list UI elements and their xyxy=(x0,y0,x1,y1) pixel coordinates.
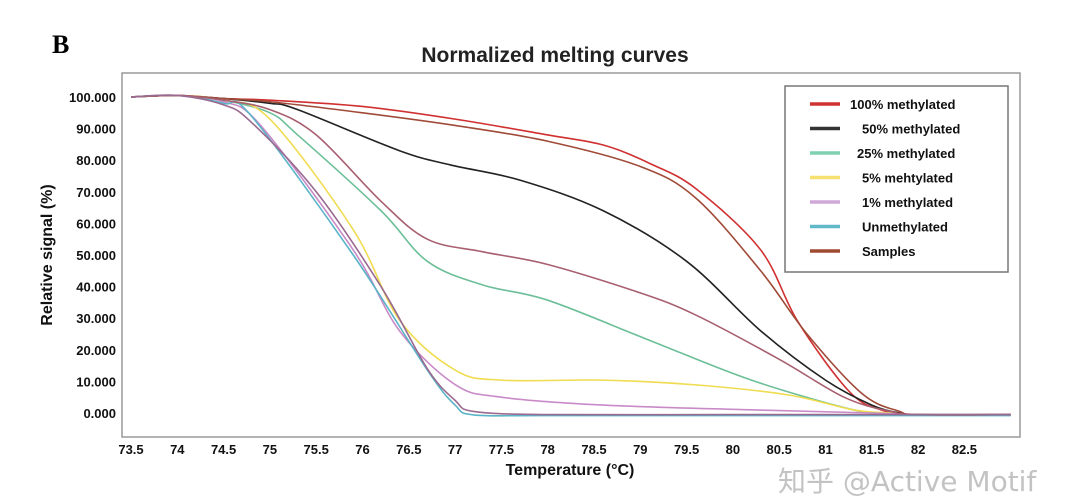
curve-unmethylated xyxy=(130,94,1011,417)
x-tick-label: 75.5 xyxy=(304,442,329,457)
plot-frame xyxy=(121,72,1021,438)
y-tick-label: 50.000 xyxy=(76,248,116,263)
x-tick-label: 80 xyxy=(726,442,740,457)
x-tick-label: 77 xyxy=(448,442,462,457)
legend-label: 100% methylated xyxy=(850,97,956,112)
legend: 100% methylated 50% methylated 25% methyla… xyxy=(784,85,1009,273)
legend-label: Samples xyxy=(862,244,915,259)
y-tick-label: 30.000 xyxy=(76,311,116,326)
y-tick-label: 10.000 xyxy=(76,374,116,389)
curve-100-methylated xyxy=(130,94,1011,416)
chart-title: Normalized melting curves xyxy=(421,44,688,67)
y-tick-label: 100.000 xyxy=(69,90,116,105)
y-axis-label: Relative signal (%) xyxy=(39,184,56,325)
x-axis-label: Temperature (°C) xyxy=(506,462,635,479)
panel-label: B xyxy=(52,30,70,59)
y-tick-label: 90.000 xyxy=(76,122,116,137)
x-tick-label: 79.5 xyxy=(674,442,699,457)
x-tick-label: 79 xyxy=(633,442,647,457)
x-tick-label: 82 xyxy=(911,442,925,457)
curve-sample-7 xyxy=(130,94,1011,416)
curve-samples xyxy=(130,94,1011,416)
y-tick-label: 0.000 xyxy=(83,406,116,421)
x-tick-label: 80.5 xyxy=(767,442,792,457)
x-tick-label: 75 xyxy=(263,442,277,457)
x-tick-label: 73.5 xyxy=(118,442,143,457)
legend-label: 50% methylated xyxy=(862,122,960,137)
x-tick-label: 78.5 xyxy=(581,442,606,457)
y-tick-label: 60.000 xyxy=(76,216,116,231)
legend-label: 1% methylated xyxy=(862,195,953,210)
x-tick-label: 74.5 xyxy=(211,442,236,457)
x-tick-label: 81.5 xyxy=(859,442,884,457)
legend-label: 5% mehtylated xyxy=(862,171,953,186)
watermark: 知乎 @Active Motif xyxy=(778,465,1037,498)
y-tick-label: 40.000 xyxy=(76,280,116,295)
x-tick-label: 82.5 xyxy=(952,442,977,457)
legend-label: 25% methylated xyxy=(857,146,955,161)
curve-sample-8 xyxy=(130,94,1011,416)
y-tick-label: 20.000 xyxy=(76,343,116,358)
legend-label: Unmethylated xyxy=(862,220,948,235)
x-tick-label: 76.5 xyxy=(396,442,421,457)
y-tick-label: 80.000 xyxy=(76,153,116,168)
y-tick-label: 70.000 xyxy=(76,185,116,200)
x-tick-label: 77.5 xyxy=(489,442,514,457)
curve-1-methylated xyxy=(130,94,1011,416)
x-tick-label: 76 xyxy=(355,442,369,457)
x-tick-label: 81 xyxy=(818,442,832,457)
x-tick-label: 78 xyxy=(540,442,554,457)
x-tick-label: 74 xyxy=(170,442,185,457)
